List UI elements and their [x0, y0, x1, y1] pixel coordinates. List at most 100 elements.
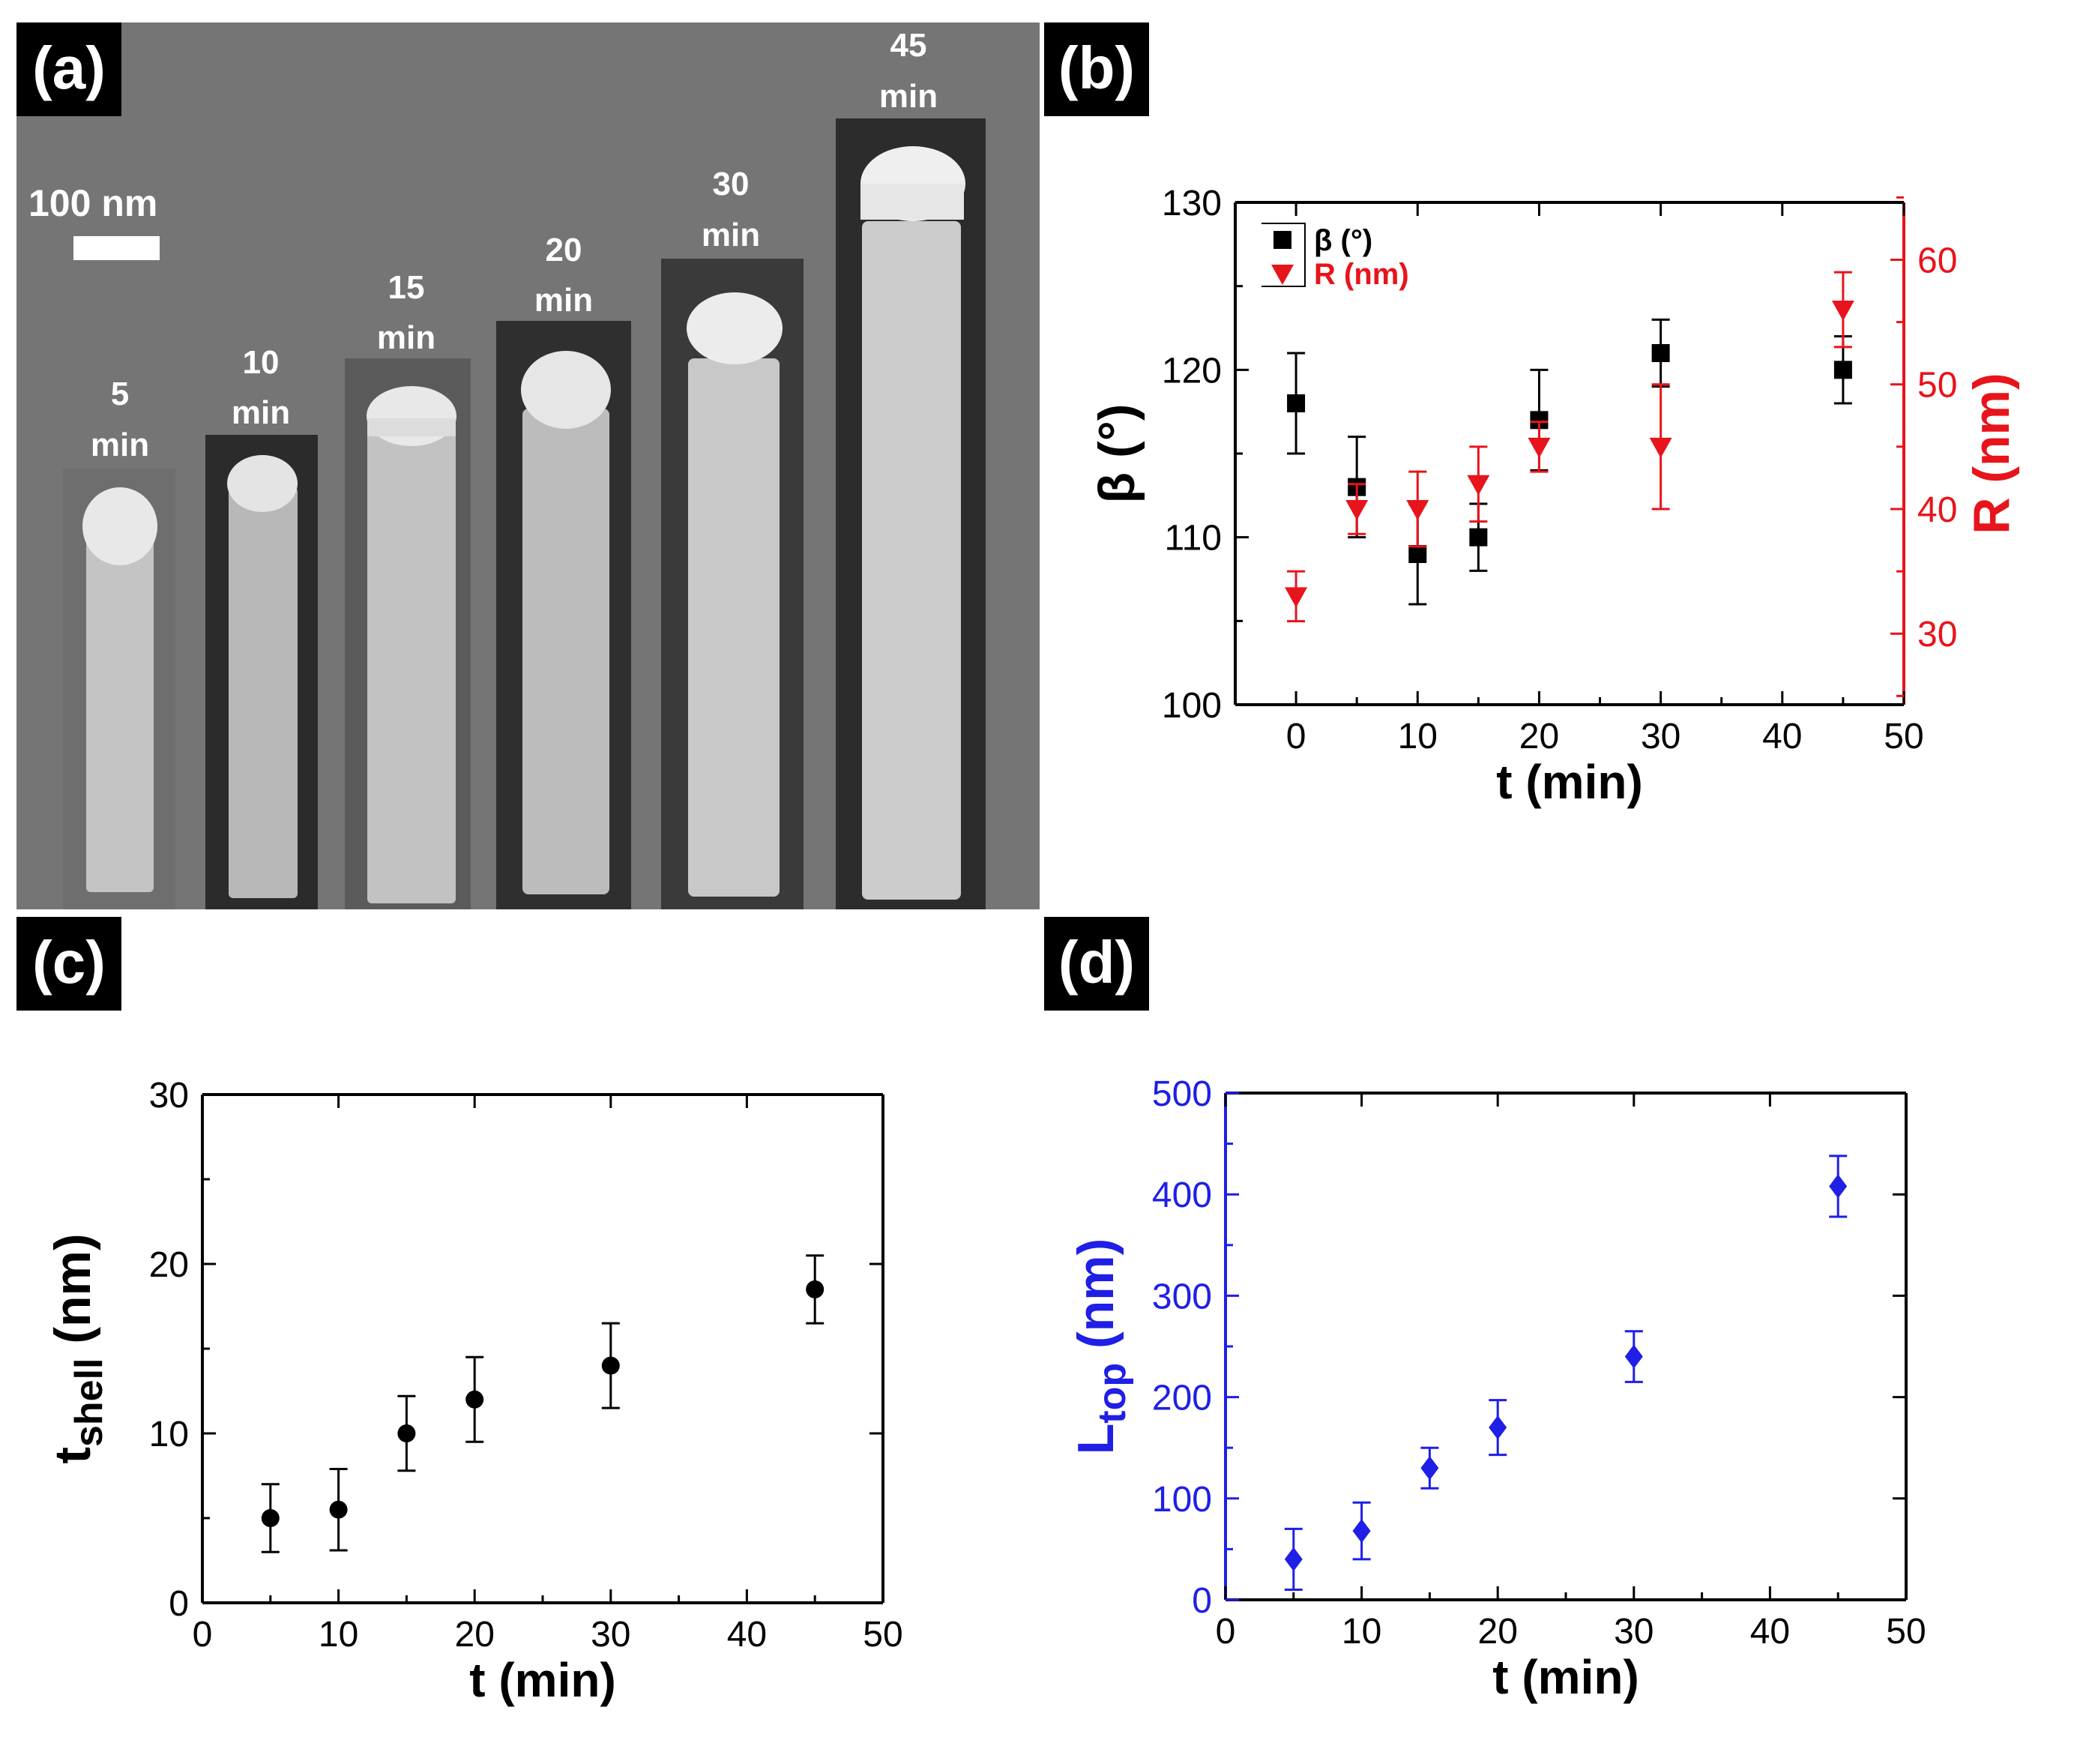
panel-label-b-bg [1044, 22, 1149, 116]
c-xtick-label-5: 50 [863, 1615, 902, 1655]
b-xtick-label-2: 20 [1519, 717, 1559, 756]
d-xtick-label-0: 0 [1216, 1612, 1236, 1652]
scale-bar [73, 236, 160, 260]
b-legend-marker-beta [1273, 231, 1291, 249]
d-ylabel: Ltop (nm) [1067, 1238, 1134, 1455]
sem-time-45: 45 [890, 27, 927, 64]
c-xtick-label-2: 20 [455, 1615, 495, 1655]
panel-a: 5 min 10 min 15 min 20 min 30 min 45 min… [16, 22, 1040, 909]
sem-sample-30min [661, 259, 804, 909]
radius-point-6 [1831, 300, 1854, 321]
chart-c: 0 10 20 30 40 50 t (min) 0 10 20 30 tshell (nm) [44, 1076, 903, 1707]
d-ytick-label-4: 400 [1152, 1176, 1212, 1215]
sem-time-5: 5 [111, 376, 129, 412]
d-xtick-label-5: 50 [1886, 1612, 1926, 1652]
b-ytick-left-label-0: 100 [1162, 686, 1222, 726]
c-point-5 [806, 1280, 825, 1298]
sem-unit-15: min [377, 319, 435, 356]
b-ytick-right-label-3: 60 [1917, 241, 1957, 280]
b-xtick-label-4: 40 [1762, 717, 1802, 756]
sem-sample-15min [345, 358, 471, 909]
panel-label-b: (b) [1058, 34, 1135, 101]
c-xtick-label-4: 40 [727, 1615, 767, 1655]
c-xtick-label-0: 0 [193, 1615, 213, 1655]
c-point-0 [261, 1509, 280, 1527]
panel-label-a-bg [16, 22, 121, 116]
c-point-1 [329, 1500, 348, 1519]
d-ytick-label-1: 100 [1152, 1480, 1212, 1520]
panel-label-c: (c) [32, 929, 106, 996]
beta-point-3 [1469, 528, 1488, 547]
d-point-2 [1420, 1456, 1439, 1481]
b-ytick-right-label-2: 50 [1917, 366, 1957, 406]
chart-d: 0 10 20 30 40 50 t (min) 0 100 200 300 400 500 Ltop (… [1067, 1074, 1926, 1704]
c-xtick-label-3: 30 [591, 1615, 630, 1655]
b-xtick-label-3: 30 [1641, 717, 1680, 756]
c-point-4 [601, 1356, 620, 1375]
d-ylabel-main: L [1067, 1424, 1124, 1455]
b-xlabel: t (min) [1496, 755, 1643, 809]
sem-sample-20min [496, 321, 631, 909]
c-ytick-label-2: 20 [149, 1245, 189, 1285]
radius-point-4 [1528, 437, 1551, 458]
sem-unit-45: min [879, 78, 938, 115]
chart-b: 0 10 20 30 40 50 t (min) 100 110 120 130 30 40 50 60 β … [1088, 184, 2020, 809]
c-ytick-label-3: 30 [149, 1076, 189, 1116]
d-point-3 [1489, 1415, 1507, 1440]
d-ytick-label-2: 200 [1152, 1379, 1212, 1418]
d-point-5 [1829, 1174, 1848, 1199]
c-xlabel: t (min) [469, 1653, 616, 1707]
c-ylabel: tshell (nm) [44, 1233, 111, 1463]
d-ylabel-subscript: top [1091, 1363, 1134, 1424]
c-ylabel-main: t [44, 1447, 101, 1464]
radius-point-3 [1467, 475, 1490, 496]
radius-point-1 [1345, 499, 1369, 520]
sem-sample-45min [836, 118, 986, 909]
d-point-0 [1284, 1547, 1303, 1571]
scale-bar-label: 100 nm [28, 182, 157, 224]
b-ytick-left-label-3: 130 [1162, 184, 1222, 223]
beta-point-6 [1833, 361, 1852, 379]
sem-unit-30: min [702, 217, 760, 253]
b-ytick-left-label-1: 110 [1164, 519, 1222, 559]
b-ylabel-left: β (°) [1088, 404, 1145, 504]
beta-point-5 [1651, 344, 1670, 362]
b-ytick-right-label-0: 30 [1917, 615, 1957, 654]
b-legend-label-radius: R (nm) [1314, 258, 1409, 291]
c-ytick-label-1: 10 [149, 1415, 189, 1454]
b-ytick-right-label-1: 40 [1917, 490, 1957, 530]
c-point-2 [397, 1424, 416, 1442]
beta-point-0 [1287, 394, 1306, 412]
panel-label-c-bg [16, 917, 121, 1011]
d-xlabel: t (min) [1492, 1650, 1639, 1704]
c-ylabel-subscript: shell [67, 1358, 111, 1448]
sem-unit-10: min [232, 394, 290, 431]
b-legend-marker-radius [1271, 265, 1294, 285]
d-xtick-label-1: 10 [1342, 1612, 1381, 1652]
c-ytick-label-0: 0 [169, 1584, 189, 1624]
panel-label-d-bg [1044, 917, 1149, 1011]
radius-point-2 [1406, 499, 1429, 520]
d-ytick-label-0: 0 [1192, 1581, 1212, 1621]
sem-unit-5: min [91, 427, 149, 463]
sem-time-20: 20 [546, 232, 582, 268]
b-legend-label-beta: β (°) [1314, 224, 1372, 257]
panel-label-a: (a) [32, 34, 106, 101]
radius-point-5 [1649, 437, 1672, 458]
sem-time-15: 15 [388, 269, 425, 306]
d-ytick-label-5: 500 [1152, 1074, 1212, 1114]
d-xtick-label-3: 30 [1614, 1612, 1654, 1652]
sem-time-10: 10 [243, 344, 280, 381]
c-ylabel-unit: (nm) [44, 1233, 101, 1358]
b-legend-box [1261, 223, 1306, 287]
sem-sample-5min [63, 469, 175, 909]
sem-unit-20: min [534, 282, 593, 319]
b-xtick-label-5: 50 [1884, 717, 1923, 756]
d-point-1 [1352, 1519, 1371, 1544]
c-point-3 [465, 1390, 484, 1409]
d-point-4 [1624, 1344, 1643, 1369]
b-xtick-label-0: 0 [1286, 717, 1306, 756]
radius-point-0 [1285, 587, 1308, 608]
